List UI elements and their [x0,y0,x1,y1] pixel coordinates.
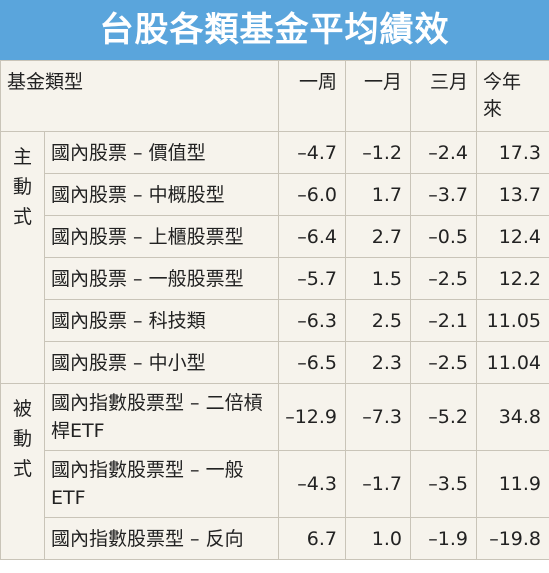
header-text: 今年來 [483,71,522,120]
value-cell: –5.2 [410,383,478,451]
value-cell: –0.5 [410,215,478,258]
value-cell: –2.4 [410,131,478,174]
data-row: 國內股票 – 一般股票型 –5.7 1.5 –2.5 12.2 [1,257,549,300]
value-cell: 6.7 [278,517,347,560]
header-cell: 今年來 [476,60,549,132]
value-cell: 34.8 [476,383,549,451]
fund-name: 國內指數股票型 – 二倍槓桿ETF [43,383,280,451]
data-row: 被動式 國內指數股票型 – 二倍槓桿ETF –12.9 –7.3 –5.2 34.8 [0,383,549,560]
header-row: 基金類型 一周 一月 三月 今年來 [0,60,549,132]
value-cell: 11.04 [476,341,549,384]
fund-name: 國內股票 – 一般股票型 [43,257,280,300]
fund-name: 國內指數股票型 – 反向 [43,517,280,560]
value-cell: 11.9 [476,450,549,518]
value-cell: –6.3 [278,299,347,342]
value-cell: 2.5 [345,299,412,342]
value-cell: –5.7 [278,257,347,300]
value-cell: –19.8 [476,517,549,560]
group-label: 主動式 [13,146,33,228]
value-cell: 2.7 [345,215,412,258]
data-row: 國內股票 – 上櫃股票型 –6.4 2.7 –0.5 12.4 [1,215,549,258]
fund-name: 國內股票 – 上櫃股票型 [43,215,280,258]
value-cell: –6.4 [278,215,347,258]
value-cell: 17.3 [476,131,549,174]
value-cell: 1.5 [345,257,412,300]
value-cell: 2.3 [345,341,412,384]
data-row: 國內股票 – 中概股型 –6.0 1.7 –3.7 13.7 [1,173,549,216]
fund-name: 國內指數股票型 – 一般ETF [43,450,280,518]
group-label: 被動式 [13,398,33,480]
value-cell: –2.5 [410,257,478,300]
value-cell: –4.7 [278,131,347,174]
data-row: 國內指數股票型 – 反向 6.7 1.0 –1.9 –19.8 [1,517,549,560]
value-cell: –1.9 [410,517,478,560]
value-cell: –3.7 [410,173,478,216]
fund-name: 國內股票 – 科技類 [43,299,280,342]
value-cell: –4.3 [278,450,347,518]
value-cell: 12.2 [476,257,549,300]
value-cell: –6.5 [278,341,347,384]
value-cell: 1.7 [345,173,412,216]
header-cell: 三月 [410,60,478,132]
header-cell: 一月 [345,60,412,132]
value-cell: –1.2 [345,131,412,174]
header-cell: 一周 [278,60,347,132]
data-row: 國內股票 – 中小型 –6.5 2.3 –2.5 11.04 [1,341,549,384]
fund-name: 國內股票 – 價值型 [43,131,280,174]
data-row: 國內指數股票型 – 一般ETF –4.3 –1.7 –3.5 11.9 [1,450,549,518]
value-cell: 12.4 [476,215,549,258]
header-cell: 基金類型 [0,60,280,132]
value-cell: 1.0 [345,517,412,560]
data-row: 主動式 國內股票 – 價值型 –4.7 –1.2 –2.4 17.3 [0,131,549,384]
value-cell: –1.7 [345,450,412,518]
fund-table: 基金類型 一周 一月 三月 今年來 主動式 國內股票 – 價值型 –4.7 –1.2 –2.4 17… [0,60,549,560]
value-cell: –2.5 [410,341,478,384]
data-row: 國內股票 – 科技類 –6.3 2.5 –2.1 11.05 [1,299,549,342]
fund-name: 國內股票 – 中概股型 [43,173,280,216]
value-cell: –7.3 [345,383,412,451]
fund-name: 國內股票 – 中小型 [43,341,280,384]
title: 台股各類基金平均績效 [0,0,549,60]
group-cell: 主動式 [0,131,45,384]
value-cell: –3.5 [410,450,478,518]
group-cell: 被動式 [0,383,45,560]
value-cell: 11.05 [476,299,549,342]
value-cell: –6.0 [278,173,347,216]
value-cell: –12.9 [278,383,347,451]
value-cell: –2.1 [410,299,478,342]
value-cell: 13.7 [476,173,549,216]
